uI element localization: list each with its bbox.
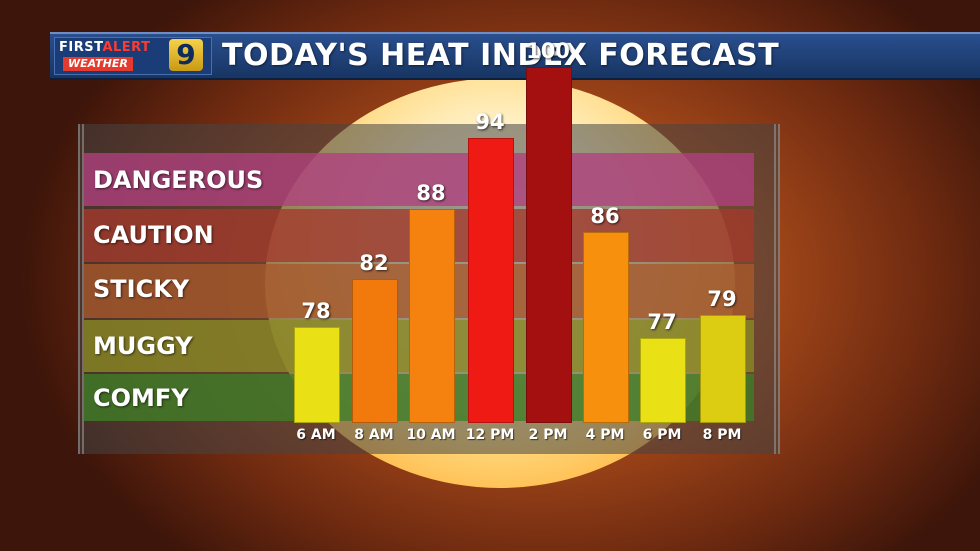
x-tick-label: 4 PM — [585, 427, 625, 443]
logo-weather-text: WEATHER — [63, 57, 133, 71]
x-tick-label: 6 AM — [296, 427, 336, 443]
zone-label-dangerous: DANGEROUS — [93, 166, 264, 194]
bar-value-label: 100 — [526, 39, 570, 63]
bar-2-pm — [526, 67, 572, 423]
bar-value-label: 86 — [590, 204, 620, 228]
bar-8-am — [352, 279, 398, 423]
header-bar: FIRSTALERT WEATHER 9 TODAY'S HEAT INDEX … — [50, 32, 980, 80]
bar-10-am — [409, 209, 455, 423]
bar-4-pm — [583, 232, 629, 423]
zone-label-sticky: STICKY — [93, 275, 190, 303]
zone-label-caution: CAUTION — [93, 221, 214, 249]
bar-value-label: 79 — [707, 287, 737, 311]
x-tick-label: 6 PM — [642, 427, 682, 443]
zone-label-muggy: MUGGY — [93, 332, 193, 360]
bar-value-label: 77 — [647, 310, 677, 334]
bar-8-pm — [700, 315, 746, 423]
bar-6-pm — [640, 338, 686, 423]
zone-label-comfy: COMFY — [93, 384, 189, 412]
x-tick-label: 2 PM — [528, 427, 568, 443]
bar-value-label: 82 — [359, 251, 389, 275]
first-alert-weather-logo: FIRSTALERT WEATHER 9 — [54, 37, 212, 75]
bar-value-label: 78 — [301, 299, 331, 323]
bar-value-label: 88 — [416, 181, 446, 205]
logo-first-alert: FIRSTALERT — [59, 40, 150, 55]
x-tick-label: 8 PM — [702, 427, 742, 443]
logo-first-text: FIRST — [59, 40, 103, 55]
logo-channel-number: 9 — [169, 39, 203, 71]
x-tick-label: 8 AM — [354, 427, 394, 443]
x-tick-label: 10 AM — [406, 427, 456, 443]
zone-band-dangerous — [84, 153, 754, 206]
bar-value-label: 94 — [475, 110, 505, 134]
chart-title: TODAY'S HEAT INDEX FORECAST — [222, 38, 780, 73]
bar-12-pm — [468, 138, 514, 423]
logo-alert-text: ALERT — [102, 40, 151, 55]
bar-6-am — [294, 327, 340, 423]
x-tick-label: 12 PM — [465, 427, 515, 443]
